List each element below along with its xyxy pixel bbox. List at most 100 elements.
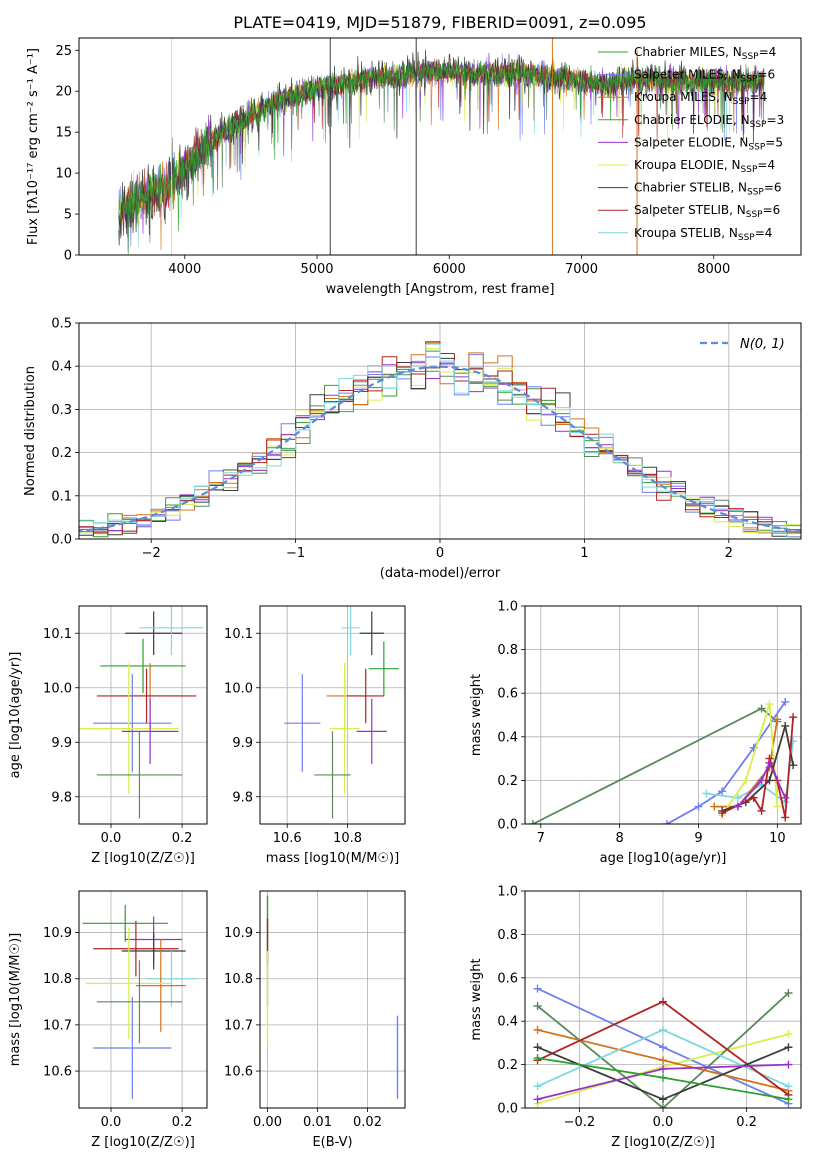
mass-weight-marker bbox=[784, 1030, 793, 1039]
y-tick-label: 0.8 bbox=[497, 643, 518, 658]
legend-entry: Kroupa STELIB, NSSP=4 bbox=[634, 226, 772, 243]
legend-entry-suffix: =6 bbox=[763, 203, 781, 217]
mass-weight-marker bbox=[659, 1104, 667, 1108]
y-tick-label: 25 bbox=[55, 44, 72, 59]
mass-weight-marker bbox=[773, 715, 782, 724]
x-tick-label: 5000 bbox=[300, 262, 333, 277]
legend-entry-subscript: SSP bbox=[747, 188, 764, 198]
legend-entry: Salpeter ELODIE, NSSP=5 bbox=[634, 135, 783, 152]
axes-frame: 4000 5000 6000 7000 8000 0 5 10 15 20 25 wavelength… bbox=[26, 37, 802, 297]
y-axis-label: mass [log10(M/M☉)] bbox=[8, 933, 23, 1066]
legend-entry: Chabrier STELIB, NSSP=6 bbox=[634, 181, 782, 198]
legend-entry-suffix: =4 bbox=[757, 158, 775, 172]
legend-entry-suffix: =3 bbox=[766, 113, 784, 127]
legend-entry-suffix: =6 bbox=[757, 68, 775, 82]
axes-border bbox=[78, 890, 208, 1109]
mass-weight-marker bbox=[757, 776, 766, 785]
legend-entry-label: Kroupa MILES, N bbox=[634, 90, 733, 104]
mass-weight-marker bbox=[659, 1064, 667, 1073]
axes-frame: 0.0 0.2 9.8 9.9 10.0 10.1 Z [log10(Z/Z☉)] age [… bbox=[8, 605, 208, 866]
legend-entry: Salpeter STELIB, NSSP=6 bbox=[634, 203, 780, 220]
x-axis-label: Z [log10(Z/Z☉)] bbox=[91, 1135, 195, 1150]
x-axis-label: Z [log10(Z/Z☉)] bbox=[611, 1135, 715, 1150]
axes-frame: −2 −1 0 1 2 0.0 0.1 0.2 0.3 0.4 0.5 (data-model)/er… bbox=[23, 317, 802, 581]
y-tick-label: 10.7 bbox=[224, 1018, 253, 1033]
legend-entry-subscript: SSP bbox=[748, 142, 765, 152]
legend-entry-label: Kroupa STELIB, N bbox=[634, 226, 738, 240]
mass-weight-line bbox=[721, 703, 779, 816]
plot-area bbox=[79, 606, 204, 819]
x-tick-label: 0.2 bbox=[172, 1115, 193, 1130]
x-tick-label: 0.0 bbox=[101, 1115, 122, 1130]
legend-entry-label: Salpeter ELODIE, N bbox=[634, 135, 748, 149]
mass-weight-marker bbox=[694, 802, 703, 811]
y-tick-label: 0.5 bbox=[51, 317, 72, 332]
x-tick-label: 9 bbox=[694, 831, 702, 846]
y-tick-label: 0.3 bbox=[51, 403, 72, 418]
x-tick-label: 0.0 bbox=[101, 831, 122, 846]
x-tick-label: 0.2 bbox=[736, 1115, 757, 1130]
y-tick-label: 9.8 bbox=[232, 790, 253, 805]
mass-weight-marker bbox=[789, 761, 798, 770]
legend-entry-subscript: SSP bbox=[746, 210, 763, 220]
x-axis-label: Z [log10(Z/Z☉)] bbox=[91, 851, 195, 866]
mass-weight-marker bbox=[757, 704, 766, 713]
mass-weight-marker bbox=[781, 697, 790, 706]
mass-weight-marker bbox=[773, 802, 782, 811]
mass-weight-marker bbox=[733, 802, 742, 811]
axes-frame: 10.6 10.8 9.8 9.9 10.0 10.1 mass [log10(M/M☉)] bbox=[224, 605, 406, 866]
y-tick-label: 9.8 bbox=[51, 790, 72, 805]
y-tick-label: 0.0 bbox=[497, 1102, 518, 1117]
legend-entry-subscript: SSP bbox=[738, 233, 755, 243]
mass-weight-marker bbox=[659, 997, 667, 1006]
mass-weight-marker bbox=[710, 802, 719, 811]
x-tick-label: 10.6 bbox=[273, 831, 302, 846]
axes-frame: 0.00 0.01 0.02 10.6 10.7 10.8 10.9 E(B-V) bbox=[224, 890, 406, 1150]
y-tick-label: 10.9 bbox=[43, 926, 72, 941]
mass-weight-marker bbox=[781, 813, 790, 822]
y-tick-label: 0.6 bbox=[497, 971, 518, 986]
mass-weight-marker bbox=[533, 1095, 542, 1104]
mass-weight-marker bbox=[702, 789, 711, 798]
y-tick-label: 10.0 bbox=[43, 681, 72, 696]
legend-entry-suffix: =4 bbox=[759, 45, 777, 59]
y-tick-label: 10.0 bbox=[224, 681, 253, 696]
legend-entry-label: Kroupa ELODIE, N bbox=[634, 158, 741, 172]
y-tick-label: 10 bbox=[55, 167, 72, 182]
legend-entry-subscript: SSP bbox=[750, 120, 767, 130]
histogram-step-line bbox=[79, 343, 801, 538]
x-tick-label: 4000 bbox=[168, 262, 201, 277]
legend-entry-suffix: =5 bbox=[765, 135, 783, 149]
mass-weight-line bbox=[737, 760, 787, 808]
x-axis-label: wavelength [Angstrom, rest frame] bbox=[326, 282, 555, 297]
y-axis-label: Flux [fλ10⁻¹⁷ erg cm⁻² s⁻¹ A⁻¹] bbox=[26, 48, 41, 245]
x-tick-label: −2 bbox=[142, 546, 161, 561]
y-tick-label: 0.1 bbox=[51, 489, 72, 504]
mass-weight-marker bbox=[659, 1073, 667, 1082]
y-tick-label: 10.1 bbox=[224, 627, 253, 642]
legend-entry-suffix: =4 bbox=[750, 90, 768, 104]
x-tick-label: 10.8 bbox=[333, 831, 362, 846]
y-tick-label: 5 bbox=[64, 208, 72, 223]
y-tick-label: 0.2 bbox=[51, 446, 72, 461]
x-tick-label: −0.2 bbox=[564, 1115, 596, 1130]
y-axis-label: age [log10(age/yr)] bbox=[8, 652, 23, 779]
mass-weight-marker bbox=[765, 758, 774, 767]
plot-area bbox=[266, 895, 399, 1099]
mass-weight-marker bbox=[741, 776, 750, 785]
x-tick-label: 8 bbox=[615, 831, 623, 846]
mass-weight-marker bbox=[533, 1002, 542, 1011]
axes-frame: 0.0 0.2 10.6 10.7 10.8 10.9 Z [log10(Z/Z☉)] mas… bbox=[8, 890, 208, 1150]
legend-entry-subscript: SSP bbox=[741, 165, 758, 175]
y-tick-label: 10.9 bbox=[224, 926, 253, 941]
y-tick-label: 10.6 bbox=[43, 1065, 72, 1080]
y-tick-label: 1.0 bbox=[497, 885, 518, 900]
y-tick-label: 10.7 bbox=[43, 1018, 72, 1033]
y-tick-label: 10.8 bbox=[43, 972, 72, 987]
x-tick-label: 0.01 bbox=[303, 1115, 332, 1130]
mass-weight-marker bbox=[533, 1025, 542, 1034]
y-tick-label: 0.2 bbox=[497, 1058, 518, 1073]
gaussian-curve bbox=[79, 365, 801, 533]
